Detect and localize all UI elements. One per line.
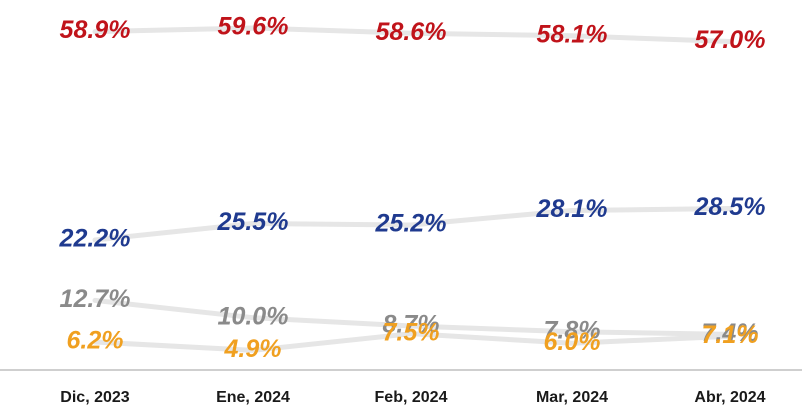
x-tick-label-4: Mar, 2024 <box>536 389 608 406</box>
series-lines <box>92 25 733 353</box>
series-3-line <box>92 297 733 337</box>
series-3-label-1: 12.7% <box>60 285 131 313</box>
series-1-label-5: 57.0% <box>695 26 766 54</box>
series-4-label-5: 7.1% <box>702 321 759 349</box>
series-1-label-1: 58.9% <box>60 16 131 44</box>
series-2-label-4: 28.1% <box>536 195 608 223</box>
series-3-label-5: 7.4% <box>702 319 759 347</box>
x-tick-label-1: Dic, 2023 <box>60 389 129 406</box>
series-4-label-2: 4.9% <box>224 335 282 363</box>
series-3-label-2: 10.0% <box>218 302 289 330</box>
x-tick-labels: Dic, 2023 Ene, 2024 Feb, 2024 Mar, 2024 Abr,… <box>60 389 765 406</box>
series-4-line <box>92 331 733 353</box>
series-3-label-4: 7.8% <box>544 316 601 344</box>
series-2-line <box>92 206 733 243</box>
series-4-label-3: 7.5% <box>383 318 440 346</box>
x-tick-label-3: Feb, 2024 <box>375 389 448 406</box>
series-2-label-5: 28.5% <box>694 193 766 221</box>
series-1-label-3: 58.6% <box>376 18 447 46</box>
series-4-label-4: 6.0% <box>544 328 601 356</box>
series-2-label-2: 25.5% <box>217 208 289 236</box>
series-2-label-1: 22.2% <box>59 225 131 253</box>
series-1-label-2: 59.6% <box>218 13 289 41</box>
series-3-label-3: 8.7% <box>383 311 440 339</box>
series-1-label-4: 58.1% <box>537 20 608 48</box>
x-tick-label-2: Ene, 2024 <box>216 389 290 406</box>
series-2-label-3: 25.2% <box>375 210 447 238</box>
series-1-line <box>92 25 733 45</box>
series-4-label-1: 6.2% <box>67 327 124 355</box>
data-labels: 58.9% 59.6% 58.6% 58.1% 57.0% 22.2% 25.5% 25.2%… <box>59 13 766 363</box>
x-tick-label-5: Abr, 2024 <box>694 389 765 406</box>
